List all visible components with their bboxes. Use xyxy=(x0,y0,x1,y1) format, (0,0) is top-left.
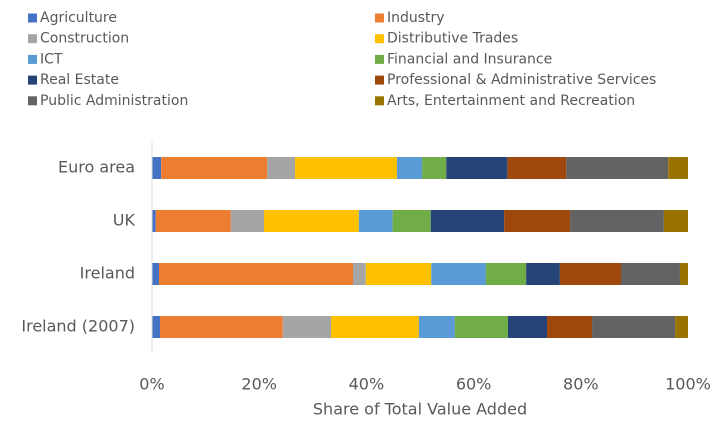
legend-label: Arts, Entertainment and Recreation xyxy=(387,93,635,109)
bar-segment xyxy=(679,263,688,285)
bar-segment xyxy=(431,263,486,285)
bar-segment xyxy=(152,263,159,285)
bar-segment xyxy=(454,316,508,338)
bar-segment xyxy=(230,210,265,232)
legend-swatch xyxy=(375,54,384,64)
bar-segment xyxy=(430,210,505,232)
bar-segment xyxy=(152,316,161,338)
legend-label: Financial and Insurance xyxy=(387,51,552,67)
legend-swatch xyxy=(28,34,37,44)
bar-segment xyxy=(365,263,432,285)
bar-segment xyxy=(507,316,548,338)
legend-swatch xyxy=(28,96,37,106)
x-tick-label: 80% xyxy=(563,375,599,394)
legend-label: Public Administration xyxy=(40,93,188,109)
bar-segment xyxy=(267,157,296,179)
legend-label: Industry xyxy=(387,10,445,26)
bar-segment xyxy=(422,157,447,179)
bar-segment xyxy=(331,316,419,338)
bar-segment xyxy=(152,210,156,232)
bar-segment xyxy=(507,157,567,179)
bar-segment xyxy=(392,210,431,232)
bar-segment xyxy=(446,157,508,179)
bar-segment xyxy=(570,210,664,232)
bar-segment xyxy=(621,263,680,285)
legend-swatch xyxy=(375,96,384,106)
legend-label: ICT xyxy=(40,51,63,67)
legend-label: Real Estate xyxy=(40,72,119,88)
bar-segment xyxy=(668,157,688,179)
bar-segment xyxy=(152,157,162,179)
bar-segment xyxy=(559,263,621,285)
legend-label: Distributive Trades xyxy=(387,31,518,47)
bar-segment xyxy=(353,263,366,285)
bar-segment xyxy=(282,316,332,338)
y-tick-label: Euro area xyxy=(58,158,135,177)
y-tick-label: Ireland (2007) xyxy=(21,317,135,336)
legend-swatch xyxy=(375,75,384,85)
bar-segment xyxy=(566,157,669,179)
bar-segment xyxy=(155,210,231,232)
bar-segment xyxy=(158,263,353,285)
bar-segment xyxy=(526,263,560,285)
bar-segment xyxy=(418,316,455,338)
legend-swatch xyxy=(28,13,37,23)
bar-segment xyxy=(295,157,397,179)
legend-swatch xyxy=(28,54,37,64)
bar-segment xyxy=(161,157,268,179)
bar-segment xyxy=(396,157,423,179)
bar-segment xyxy=(675,316,688,338)
legend-label: Professional & Administrative Services xyxy=(387,72,656,88)
x-tick-label: 40% xyxy=(349,375,385,394)
bar-segment xyxy=(547,316,593,338)
x-tick-label: 60% xyxy=(456,375,492,394)
x-tick-label: 20% xyxy=(241,375,277,394)
x-tick-label: 0% xyxy=(139,375,164,394)
bar-segment xyxy=(592,316,676,338)
legend-swatch xyxy=(375,13,384,23)
bar-segment xyxy=(663,210,688,232)
bar-segment xyxy=(160,316,283,338)
y-tick-label: Ireland xyxy=(80,264,135,283)
legend-label: Construction xyxy=(40,31,129,47)
legend-swatch xyxy=(375,34,384,44)
legend-swatch xyxy=(28,75,37,85)
x-tick-label: 100% xyxy=(665,375,711,394)
bar-segment xyxy=(485,263,527,285)
legend-label: Agriculture xyxy=(40,10,117,26)
y-tick-label: UK xyxy=(113,211,136,230)
x-axis-label: Share of Total Value Added xyxy=(313,400,527,419)
bar-segment xyxy=(358,210,393,232)
bar-segment xyxy=(504,210,571,232)
bar-segment xyxy=(264,210,359,232)
